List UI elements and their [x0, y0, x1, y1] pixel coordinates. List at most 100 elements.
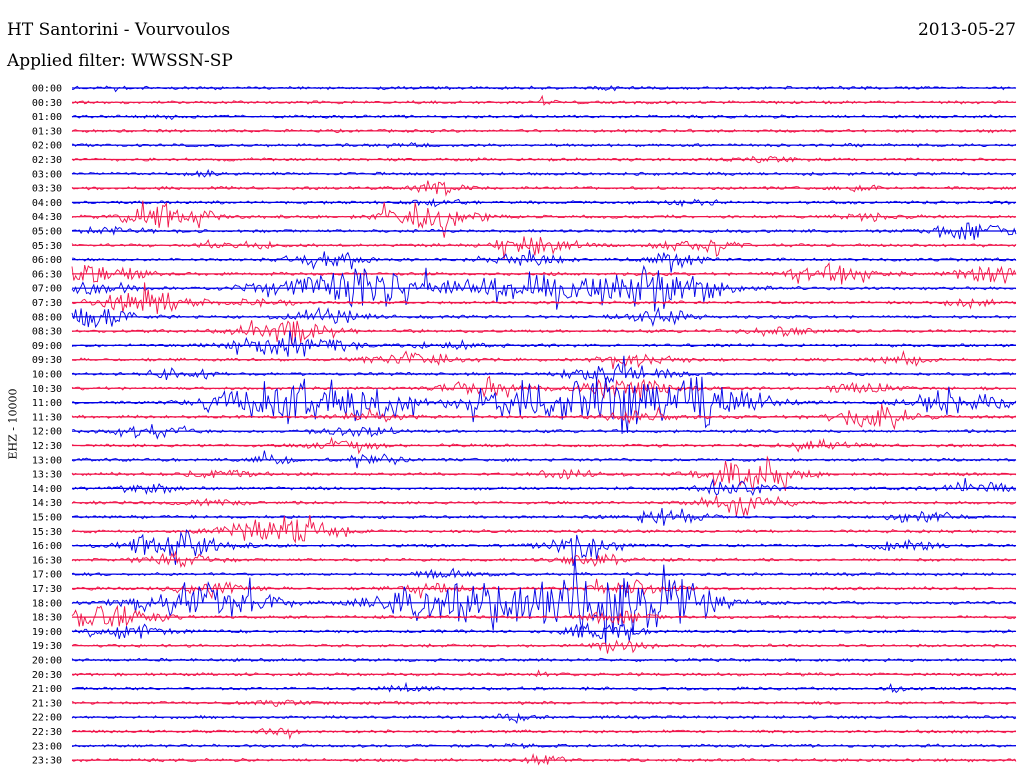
seismic-trace-row	[71, 236, 1017, 261]
seismic-trace-row	[71, 320, 1017, 345]
time-label: 22:30	[32, 727, 62, 738]
station-title: HT Santorini - Vourvoulos	[7, 20, 231, 40]
record-date: 2013-05-27	[917, 20, 1016, 40]
time-label: 03:00	[32, 169, 62, 180]
seismic-trace-row	[71, 508, 1017, 526]
seismic-trace-row	[71, 555, 1017, 646]
time-label: 12:30	[32, 441, 62, 452]
seismic-trace-row	[72, 249, 1017, 273]
time-label: 01:30	[32, 126, 62, 137]
filter-label: Applied filter: WWSSN-SP	[7, 51, 233, 71]
seismic-trace-row	[71, 550, 1017, 568]
time-label: 02:00	[32, 141, 62, 152]
time-label: 06:00	[32, 255, 62, 266]
seismic-trace-row	[71, 495, 1017, 516]
time-label: 13:00	[32, 455, 62, 466]
time-label: 17:00	[32, 570, 62, 581]
seismic-trace-row	[71, 578, 1017, 600]
time-label: 04:30	[32, 212, 62, 223]
seismic-trace-row	[71, 222, 1017, 240]
time-label: 21:00	[32, 684, 62, 695]
seismic-trace-row	[71, 350, 1017, 370]
seismic-trace-row	[71, 478, 1017, 496]
seismic-trace-row	[71, 155, 1017, 164]
time-label: 03:30	[32, 184, 62, 195]
seismic-trace-row	[71, 424, 1017, 440]
seismic-trace-row	[71, 168, 1017, 178]
time-label: 06:30	[32, 269, 62, 280]
time-label: 09:30	[32, 355, 62, 366]
seismic-trace-row	[71, 681, 1017, 694]
time-label: 04:00	[32, 198, 62, 209]
time-label: 10:30	[32, 384, 62, 395]
time-label: 11:30	[32, 412, 62, 423]
seismic-trace-row	[71, 141, 1017, 149]
seismic-trace-row	[71, 657, 1017, 663]
time-label: 07:30	[32, 298, 62, 309]
time-label: 18:00	[32, 598, 62, 609]
seismic-trace-row	[71, 261, 1017, 285]
seismic-trace-row	[71, 85, 1017, 93]
time-label: 23:00	[32, 741, 62, 752]
time-label: 11:00	[32, 398, 62, 409]
time-label: 00:00	[32, 84, 62, 95]
seismic-trace-row	[71, 455, 1017, 492]
time-label: 18:30	[32, 613, 62, 624]
seismic-trace-row	[71, 712, 1017, 725]
seismic-trace-row	[71, 742, 1017, 750]
time-label: 16:30	[32, 555, 62, 566]
time-label: 20:30	[32, 670, 62, 681]
time-label: 17:30	[32, 584, 62, 595]
time-label: 16:00	[32, 541, 62, 552]
time-label: 05:30	[32, 241, 62, 252]
seismic-trace-row	[71, 355, 1017, 384]
seismic-trace-row	[71, 330, 1016, 357]
time-label: 19:30	[32, 641, 62, 652]
seismic-trace-row	[71, 197, 1017, 208]
time-label: 14:30	[32, 498, 62, 509]
time-label: 23:30	[32, 756, 62, 767]
seismic-trace-row	[71, 306, 1017, 329]
seismic-trace-row	[71, 450, 1017, 469]
time-label: 02:30	[32, 155, 62, 166]
time-label: 15:30	[32, 527, 62, 538]
seismic-trace-row	[71, 94, 1017, 106]
time-label: 01:00	[32, 112, 62, 123]
seismic-trace-row	[71, 128, 1017, 134]
time-label: 10:00	[32, 370, 62, 381]
time-label: 20:00	[32, 656, 62, 667]
seismic-trace-row	[71, 567, 1017, 580]
seismic-trace-row	[71, 669, 1017, 678]
seismic-trace-row	[71, 515, 1017, 544]
seismic-trace-row	[71, 639, 1017, 654]
time-label: 19:00	[32, 627, 62, 638]
time-label: 09:00	[32, 341, 62, 352]
time-label: 14:00	[32, 484, 62, 495]
seismic-trace-row	[71, 200, 1017, 238]
seismic-trace-row	[71, 375, 1017, 401]
seismic-trace-row	[71, 699, 1017, 707]
seismic-trace-row	[71, 180, 1017, 197]
seismic-trace-row	[71, 376, 1017, 435]
seismic-trace-row	[71, 752, 1017, 766]
time-label: 00:30	[32, 98, 62, 109]
seismic-trace-row	[71, 529, 1017, 567]
time-label: 13:30	[32, 470, 62, 481]
time-label: 15:00	[32, 513, 62, 524]
seismic-trace-row	[71, 622, 1017, 642]
seismic-trace-row	[71, 264, 1017, 312]
time-label: 08:30	[32, 327, 62, 338]
time-label: 05:00	[32, 227, 62, 238]
time-label: 21:30	[32, 698, 62, 709]
time-label: 08:00	[32, 312, 62, 323]
seismic-trace-row	[71, 727, 1017, 740]
seismic-trace-row	[71, 403, 1017, 431]
time-label: 22:00	[32, 713, 62, 724]
seismic-trace-row	[71, 604, 1017, 627]
time-label: 12:00	[32, 427, 62, 438]
seismic-trace-row	[71, 282, 1017, 315]
time-label: 07:00	[32, 284, 62, 295]
seismic-trace-row	[71, 114, 1017, 121]
seismic-trace-row	[71, 436, 1017, 455]
